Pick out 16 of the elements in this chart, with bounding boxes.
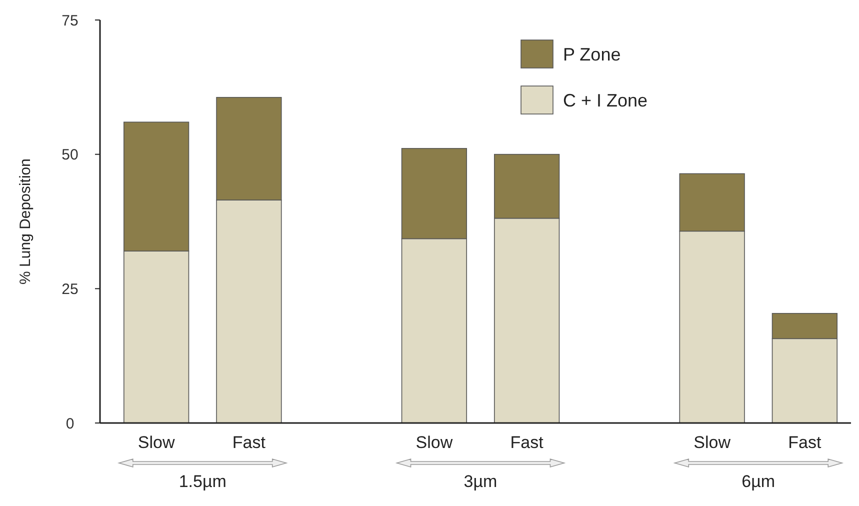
x-tick-label: Fast	[232, 433, 266, 452]
x-tick-label: Slow	[694, 433, 732, 452]
x-tick-label: Slow	[138, 433, 176, 452]
y-tick-label: 25	[62, 280, 78, 298]
text: 6µm	[742, 472, 776, 491]
x-tick-label: Slow	[416, 433, 454, 452]
y-axis-title: % Lung Deposition	[17, 158, 34, 284]
x-tick-label: Fast	[510, 433, 544, 452]
y-tick-label: 75	[62, 12, 78, 30]
text: 3µm	[464, 472, 498, 491]
y-tick-label: 0	[66, 415, 74, 432]
text: 1.5µm	[178, 472, 226, 491]
legend-label: C + I Zone	[563, 90, 648, 110]
y-tick-label: 50	[62, 146, 78, 164]
x-tick-label: Fast	[788, 433, 822, 452]
legend-label: P Zone	[563, 44, 621, 64]
